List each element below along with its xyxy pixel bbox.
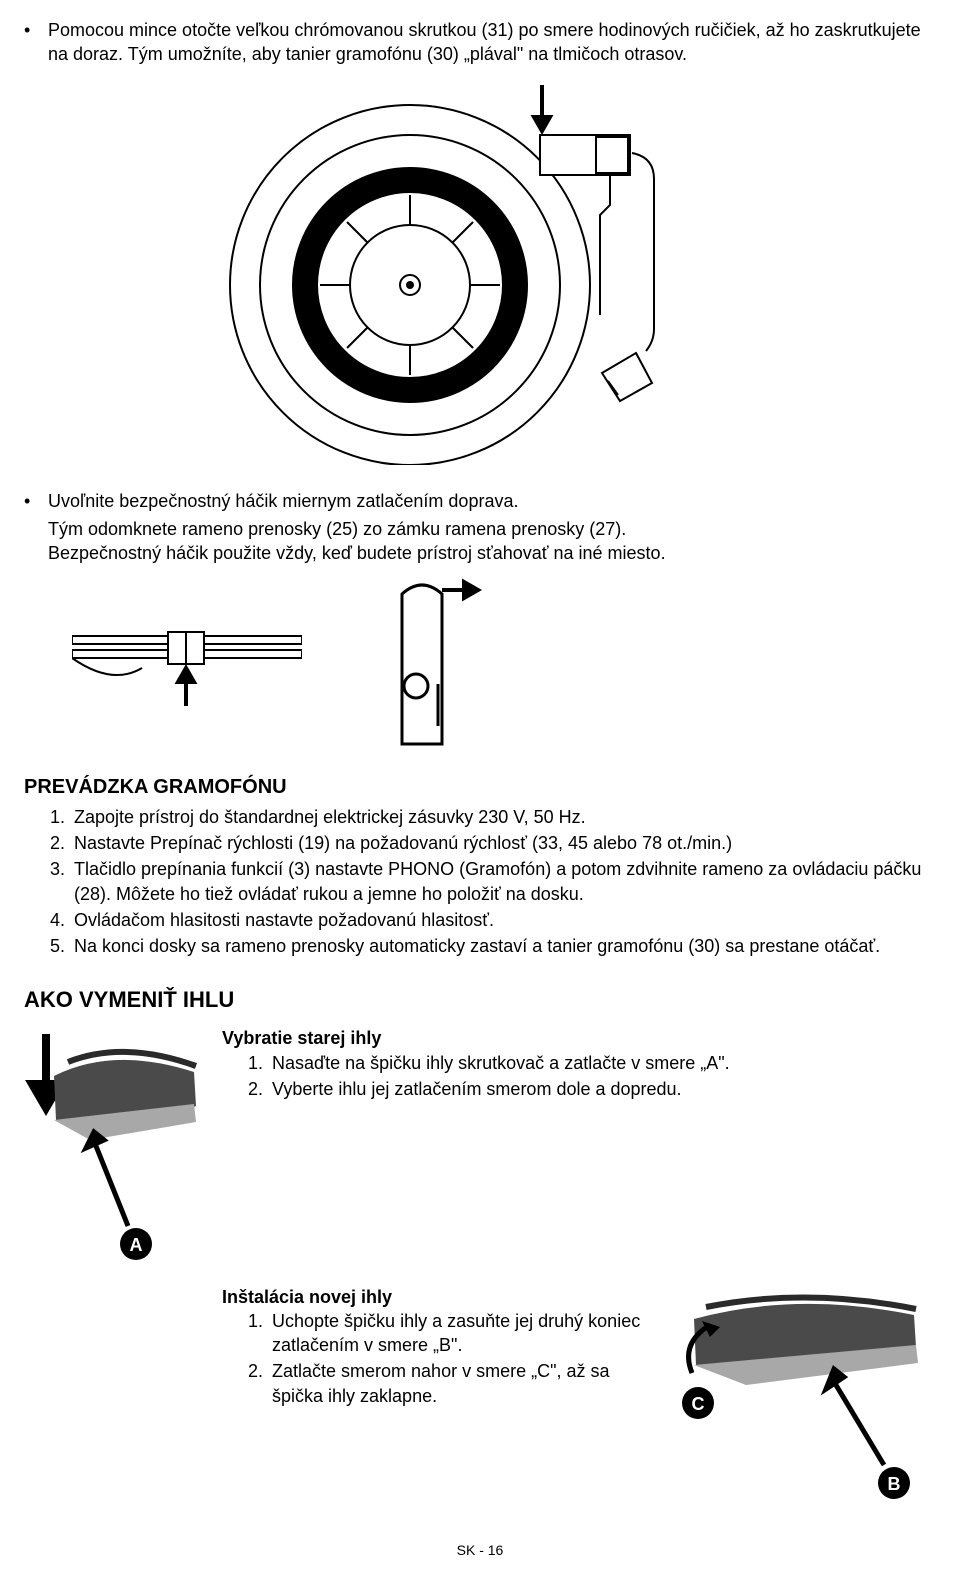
list-item: Ovládačom hlasitosti nastavte požadovanú…: [70, 908, 936, 932]
list-item: Uchopte špičku ihly a zasuňte jej druhý …: [268, 1309, 658, 1358]
page-footer: SK - 16: [24, 1541, 936, 1560]
bullet-subline: Bezpečnostný háčik použite vždy, keď bud…: [48, 541, 936, 565]
operation-list: Zapojte prístroj do štandardnej elektric…: [48, 805, 936, 959]
bullet-item: • Pomocou mince otočte veľkou chrómovano…: [24, 18, 936, 67]
bullet-subline: Tým odomknete rameno prenosky (25) zo zá…: [48, 517, 936, 541]
svg-text:A: A: [130, 1235, 143, 1255]
needle-remove-diagram: A: [24, 1026, 204, 1272]
list-item: Nastavte Prepínač rýchlosti (19) na poža…: [70, 831, 936, 855]
list-item: Vyberte ihlu jej zatlačením smerom dole …: [268, 1077, 936, 1101]
list-item: Zapojte prístroj do štandardnej elektric…: [70, 805, 936, 829]
bullet-text: Uvoľnite bezpečnostný háčik miernym zatl…: [48, 489, 936, 513]
tonearm-lock-diagram: [72, 576, 936, 756]
needle-remove-row: A Vybratie starej ihly Nasaďte na špičku…: [24, 1026, 936, 1272]
svg-text:B: B: [888, 1474, 901, 1494]
svg-text:C: C: [692, 1394, 705, 1414]
subheading: Inštalácia novej ihly: [222, 1285, 658, 1309]
list-item: Nasaďte na špičku ihly skrutkovač a zatl…: [268, 1051, 936, 1075]
section-heading: AKO VYMENIŤ IHLU: [24, 985, 936, 1015]
turntable-diagram: [24, 75, 936, 471]
text-line: Uvoľnite bezpečnostný háčik miernym zatl…: [48, 491, 518, 511]
bullet-marker: •: [24, 18, 48, 67]
needle-install-row: Inštalácia novej ihly Uchopte špičku ihl…: [24, 1285, 936, 1511]
needle-install-text: Inštalácia novej ihly Uchopte špičku ihl…: [222, 1285, 658, 1410]
bullet-marker: •: [24, 489, 48, 513]
needle-install-diagram: C B: [676, 1285, 936, 1511]
bullet-item: • Uvoľnite bezpečnostný háčik miernym za…: [24, 489, 936, 513]
list-item: Tlačidlo prepínania funkcií (3) nastavte…: [70, 857, 936, 906]
bullet-text: Pomocou mince otočte veľkou chrómovanou …: [48, 18, 936, 67]
list-item: Zatlačte smerom nahor v smere „C", až sa…: [268, 1359, 658, 1408]
list-item: Na konci dosky sa rameno prenosky automa…: [70, 934, 936, 958]
subheading: Vybratie starej ihly: [222, 1026, 936, 1050]
section-heading: PREVÁDZKA GRAMOFÓNU: [24, 774, 936, 801]
needle-remove-text: Vybratie starej ihly Nasaďte na špičku i…: [222, 1026, 936, 1103]
